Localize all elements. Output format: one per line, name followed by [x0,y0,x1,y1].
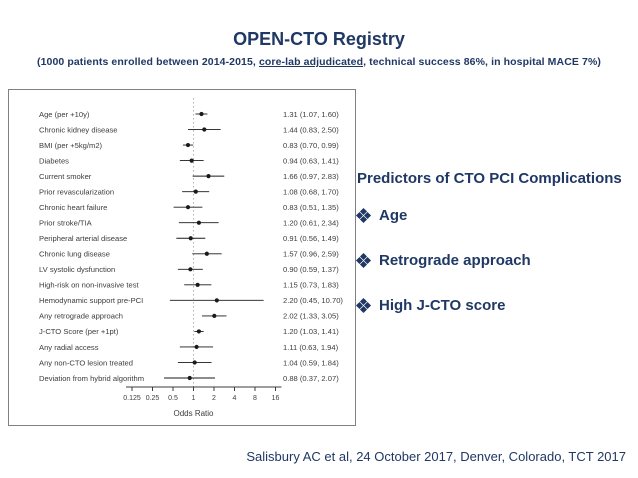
predictor-item-jcto: High J-CTO score [355,296,633,315]
or-dot [214,298,219,303]
predictors-heading: Predictors of CTO PCI Complications [357,170,622,187]
or-dot [206,174,211,179]
or-value: 0.90 (0.59, 1.37) [283,265,339,274]
x-axis-tick-label: 0.125 [123,395,141,402]
quad-diamond-bullet-icon [355,252,372,269]
row-label: Peripheral arterial disease [39,234,127,243]
x-axis-tick-label: 0.25 [146,395,160,402]
or-value: 1.57 (0.96, 2.59) [283,250,339,259]
predictor-label: Retrograde approach [379,252,531,269]
or-dot [194,344,199,350]
or-dot [188,236,193,241]
x-axis-title: Odds Ratio [173,409,214,418]
forest-plot-svg: Age (per +10y) 1.31 (1.07, 1.60) Chronic k… [39,98,343,418]
x-axis-tick-label: 4 [233,395,237,402]
row-label: High-risk on non-invasive test [39,281,139,290]
slide-subtitle: (1000 patients enrolled between 2014-201… [0,56,638,68]
or-value: 1.20 (1.03, 1.41) [283,327,339,336]
row-label: Prior stroke/TIA [39,219,93,228]
subtitle-part2: , technical success 86%, in hospital MAC… [363,56,601,68]
or-value: 1.31 (1.07, 1.60) [283,110,339,119]
quad-diamond-bullet-icon [355,297,372,314]
quad-diamond-bullet-icon [355,207,372,224]
predictors-panel: Predictors of CTO PCI Complications Age … [355,169,633,315]
row-label: Any retrograde approach [39,312,123,321]
or-value: 1.66 (0.97, 2.83) [283,172,339,181]
or-value: 0.91 (0.56, 1.49) [283,234,339,243]
predictor-label: Age [379,207,408,224]
row-label: Diabetes [39,156,69,165]
or-dot [185,205,191,210]
or-dot [195,282,200,287]
or-dot [196,329,201,334]
or-value: 2.20 (0.45, 10.70) [283,296,343,305]
row-label: J-CTO Score (per +1pt) [39,327,119,336]
row-label: Deviation from hybrid algorithm [39,374,144,383]
citation: Salisbury AC et al, 24 October 2017, Den… [246,449,626,464]
or-dot [187,375,192,381]
or-value: 1.08 (0.68, 1.70) [283,187,339,196]
row-label: Prior revascularization [39,187,114,196]
or-value: 0.94 (0.63, 1.41) [283,156,339,165]
row-label: BMI (per +5kg/m2) [39,141,103,150]
or-dot [193,189,198,194]
or-value: 1.15 (0.73, 1.83) [283,281,339,290]
predictor-label: High J-CTO score [379,297,506,314]
or-value: 1.11 (0.63, 1.94) [283,343,339,352]
x-axis-tick-label: 8 [253,395,257,402]
or-dot [192,360,197,365]
x-axis-tick-label: 1 [192,395,196,402]
or-value: 1.20 (0.61, 2.34) [283,219,339,228]
or-value: 1.44 (0.83, 2.50) [283,125,339,134]
or-dot [199,111,204,117]
row-label: Hemodynamic support pre-PCI [39,296,143,305]
or-dot [188,267,193,272]
or-dot [185,142,191,148]
or-dot [189,158,194,163]
row-label: Age (per +10y) [39,110,90,119]
row-label: Current smoker [39,172,92,181]
row-label: Chronic lung disease [39,250,110,259]
or-dot [212,313,217,318]
predictor-item-retrograde: Retrograde approach [355,251,633,270]
row-label: Any non-CTO lesion treated [39,358,133,367]
x-axis-tick-label: 2 [212,395,216,402]
row-label: Chronic heart failure [39,203,107,212]
or-value: 0.88 (0.37, 2.07) [283,374,339,383]
or-dot [204,251,209,256]
or-dot [196,220,201,225]
slide-title: OPEN-CTO Registry [233,29,405,49]
or-dot [202,127,207,132]
subtitle-underlined: core-lab adjudicated [258,56,364,68]
row-label: Chronic kidney disease [39,125,118,134]
or-value: 1.04 (0.59, 1.84) [283,358,339,367]
x-axis-tick-label: 0.5 [168,395,178,402]
x-axis-tick-label: 16 [272,395,280,402]
or-value: 2.02 (1.33, 3.05) [283,312,339,321]
subtitle-part1: (1000 patients enrolled between 2014-201… [36,56,259,68]
forest-plot: Age (per +10y) 1.31 (1.07, 1.60) Chronic k… [8,89,356,426]
or-value: 0.83 (0.70, 0.99) [283,141,339,150]
or-value: 0.83 (0.51, 1.35) [283,203,339,212]
row-label: Any radial access [39,343,99,352]
predictor-item-age: Age [355,206,633,225]
row-label: LV systolic dysfunction [39,265,115,274]
